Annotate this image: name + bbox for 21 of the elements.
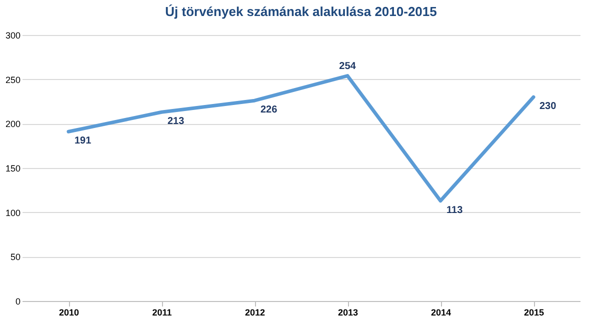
x-tick-label: 2015: [524, 308, 544, 318]
x-tick-label: 2011: [152, 308, 172, 318]
x-tick-label: 2014: [430, 308, 452, 318]
y-tick-label: 0: [15, 296, 20, 306]
y-tick-label: 250: [5, 74, 20, 85]
x-tick-label: 2013: [338, 308, 358, 318]
x-tick-label: 2012: [244, 308, 266, 318]
data-label: 254: [339, 60, 356, 72]
data-label: 230: [540, 101, 557, 112]
y-tick-label: 300: [5, 30, 20, 40]
chart-title: Új törvények számának alakulása 2010-2015: [165, 4, 437, 19]
line-series: [66, 74, 536, 203]
y-tick-label: 100: [5, 208, 20, 218]
y-tick-label: 50: [10, 252, 20, 262]
data-label: 226: [260, 104, 278, 116]
data-label: 191: [74, 136, 92, 147]
data-label: 213: [168, 116, 185, 128]
data-label: 113: [446, 204, 464, 216]
y-tick-label: 200: [5, 119, 20, 130]
y-tick-label: 150: [5, 164, 20, 174]
x-tick-label: 2010: [58, 308, 80, 318]
